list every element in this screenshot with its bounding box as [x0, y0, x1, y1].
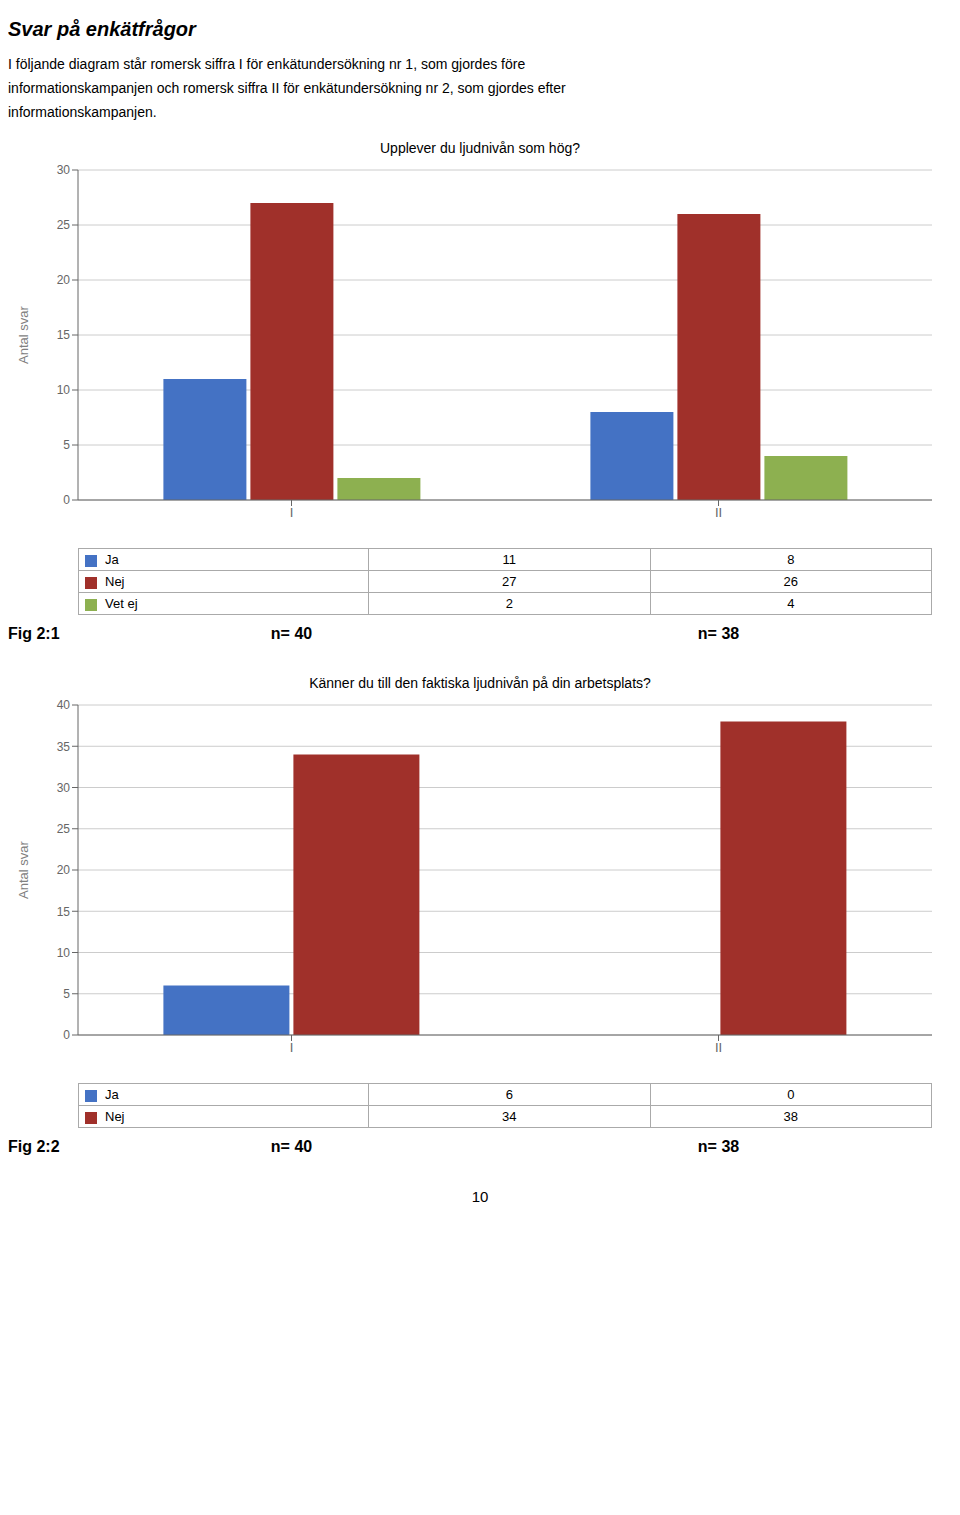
html-text:Känner du till den faktiska lj: Känner du till den faktiska ljudnivån på…: [309, 675, 651, 692]
svg-text:15: 15: [57, 329, 71, 343]
html-text:Svar på enkätfrågor: Svar på enkätfrågor: [8, 18, 196, 40]
html-text:I följande diagram står romers: I följande diagram står romersk siffra I…: [8, 56, 526, 72]
html-text:38: 38: [783, 1109, 798, 1125]
svg-text:40: 40: [57, 699, 71, 713]
svg-text:5: 5: [63, 987, 70, 1001]
html-text:8: 8: [787, 552, 795, 568]
html-text:6: 6: [505, 1087, 513, 1103]
html-text:4: 4: [787, 596, 795, 612]
html-text:Ja: Ja: [105, 1087, 119, 1103]
html-text:Vet ej: Vet ej: [105, 596, 138, 612]
html-text:Nej: Nej: [105, 1109, 125, 1125]
html-text:10: 10: [471, 1188, 489, 1206]
svg-text:0: 0: [63, 494, 70, 508]
html-text:34: 34: [502, 1109, 517, 1125]
svg-text:20: 20: [57, 864, 71, 878]
html-text:n= 38: n= 38: [697, 625, 740, 643]
html-text:Fig 2:2: Fig 2:2: [8, 1138, 60, 1156]
svg-text:II: II: [715, 1041, 722, 1056]
html-text:2: 2: [505, 596, 513, 612]
html-text:Ja: Ja: [105, 552, 119, 568]
html-text:Nej: Nej: [105, 574, 125, 590]
html-text:informationskampanjen.: informationskampanjen.: [8, 103, 157, 120]
svg-text:15: 15: [57, 905, 71, 919]
svg-text:20: 20: [57, 274, 71, 288]
svg-text:I: I: [290, 1041, 294, 1056]
html-text:0: 0: [787, 1087, 795, 1103]
svg-text:Antal svar: Antal svar: [16, 841, 31, 899]
svg-text:10: 10: [57, 384, 71, 398]
html-text:n= 40: n= 40: [270, 625, 313, 643]
html-text:Upplever du ljudnivån som hög?: Upplever du ljudnivån som hög?: [380, 140, 580, 157]
svg-text:0: 0: [63, 1029, 70, 1043]
html-text:n= 38: n= 38: [697, 1138, 740, 1156]
svg-text:35: 35: [57, 740, 71, 754]
html-text:n= 40: n= 40: [270, 1138, 313, 1156]
svg-text:I: I: [290, 506, 294, 521]
svg-text:30: 30: [57, 781, 71, 795]
svg-text:25: 25: [57, 219, 71, 233]
html-text:Fig 2:1: Fig 2:1: [8, 625, 60, 643]
html-text:27: 27: [502, 574, 517, 590]
svg-text:Antal svar: Antal svar: [16, 306, 31, 364]
svg-text:II: II: [715, 506, 722, 521]
svg-text:25: 25: [57, 822, 71, 836]
svg-text:10: 10: [57, 946, 71, 960]
svg-text:30: 30: [57, 164, 71, 178]
svg-text:5: 5: [63, 439, 70, 453]
html-text:informationskampanjen och rome: informationskampanjen och romersk siffra…: [8, 79, 566, 96]
html-text:11: 11: [502, 552, 516, 568]
html-text:26: 26: [783, 574, 798, 590]
